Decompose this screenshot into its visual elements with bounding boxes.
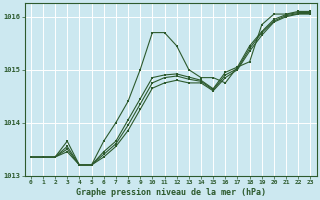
X-axis label: Graphe pression niveau de la mer (hPa): Graphe pression niveau de la mer (hPa): [76, 188, 266, 197]
